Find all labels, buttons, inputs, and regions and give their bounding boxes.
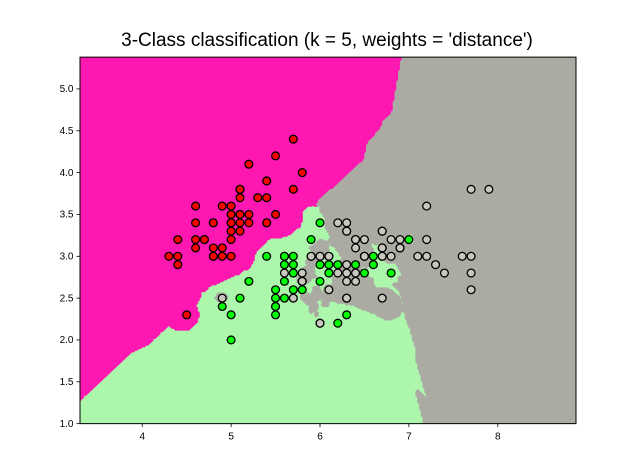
svg-text:1.5: 1.5 [60, 377, 74, 388]
svg-text:3-Class classification (k = 5,: 3-Class classification (k = 5, weights =… [121, 30, 533, 51]
svg-text:4: 4 [139, 432, 145, 443]
svg-text:3.5: 3.5 [60, 210, 74, 221]
svg-text:8: 8 [495, 432, 501, 443]
svg-text:2.0: 2.0 [60, 335, 74, 346]
svg-text:1.0: 1.0 [60, 419, 74, 430]
svg-text:5.0: 5.0 [60, 84, 74, 95]
svg-text:5: 5 [228, 432, 234, 443]
svg-text:4.5: 4.5 [60, 126, 74, 137]
svg-text:4.0: 4.0 [60, 168, 74, 179]
svg-text:3.0: 3.0 [60, 251, 74, 262]
svg-text:6: 6 [317, 432, 323, 443]
svg-text:7: 7 [406, 432, 412, 443]
svg-text:2.5: 2.5 [60, 293, 74, 304]
